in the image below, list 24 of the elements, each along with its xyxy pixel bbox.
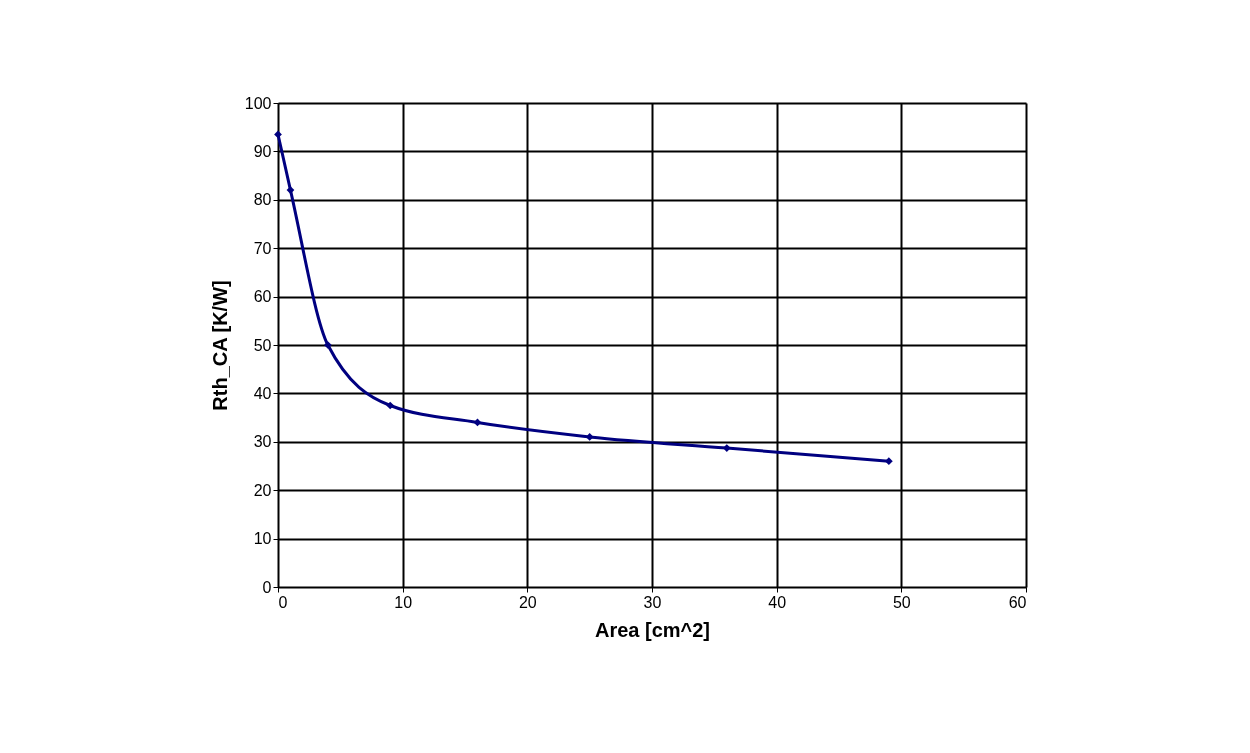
y-tick-label: 70 (253, 239, 272, 257)
x-tick-label: 60 (1008, 593, 1027, 611)
x-tick-label: 20 (518, 593, 537, 611)
point (386, 401, 395, 410)
x-tick-label: 10 (394, 593, 413, 611)
x-tick-label: 40 (768, 593, 787, 611)
y-tick-label: 90 (253, 142, 272, 160)
y-tick-label: 60 (253, 288, 272, 306)
x-axis-title: Area [cm^2] (594, 618, 711, 641)
y-tick-label: 20 (253, 481, 272, 499)
y-tick-label: 100 (244, 94, 272, 112)
y-axis-title: Rth_CA [K/W] (208, 280, 231, 411)
y-tick-label: 30 (253, 433, 272, 451)
point (274, 130, 282, 139)
y-tick-label: 80 (253, 191, 272, 209)
x-tick-label: 50 (892, 593, 911, 611)
point (286, 186, 295, 194)
y-tick-label: 50 (253, 336, 272, 354)
x-tick-label: 30 (643, 593, 662, 611)
y-tick-label: 10 (253, 530, 272, 548)
point (323, 341, 332, 349)
x-tick-label: 0 (278, 593, 288, 611)
y-tick-label: 40 (253, 384, 272, 402)
y-tick-label: 0 (262, 578, 272, 596)
